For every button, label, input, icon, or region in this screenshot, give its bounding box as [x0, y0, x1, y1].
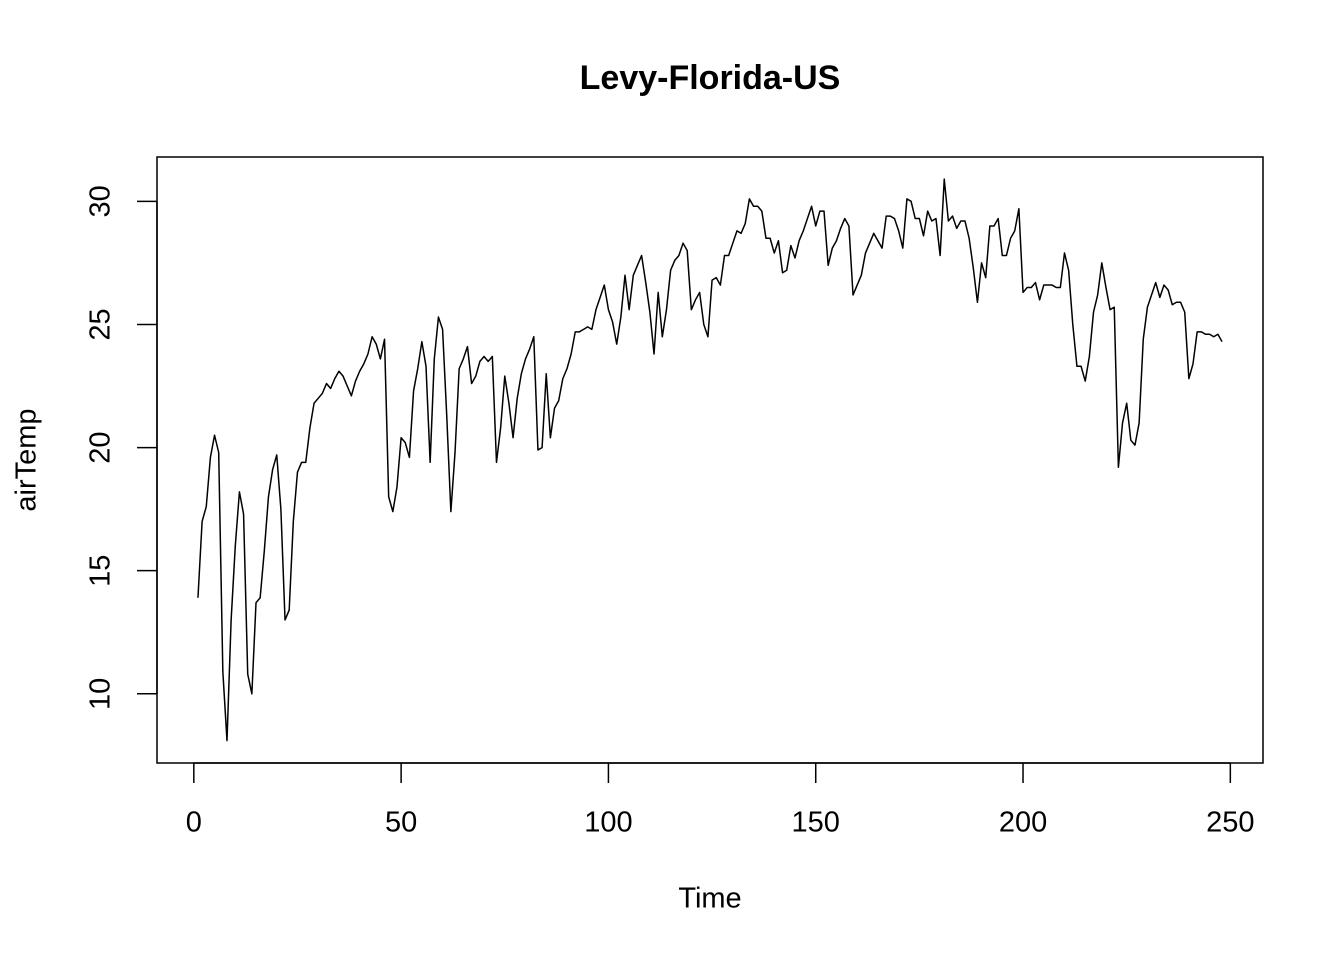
x-tick-label: 150	[792, 807, 840, 839]
x-tick-label: 50	[385, 807, 417, 839]
y-tick-label: 25	[85, 308, 117, 340]
y-tick-label: 20	[85, 431, 117, 463]
y-tick-label: 30	[85, 185, 117, 217]
chart-title: Levy-Florida-US	[580, 59, 841, 97]
x-tick-label: 100	[584, 807, 632, 839]
plot-frame	[156, 156, 1264, 764]
x-tick-label: 200	[999, 807, 1047, 839]
y-tick-label: 10	[85, 678, 117, 710]
y-axis-label: airTemp	[11, 408, 43, 511]
x-axis-label: Time	[678, 883, 741, 915]
y-tick-label: 15	[85, 555, 117, 587]
series-line	[197, 178, 1223, 742]
x-tick-label: 250	[1206, 807, 1254, 839]
x-tick-label: 0	[186, 807, 202, 839]
